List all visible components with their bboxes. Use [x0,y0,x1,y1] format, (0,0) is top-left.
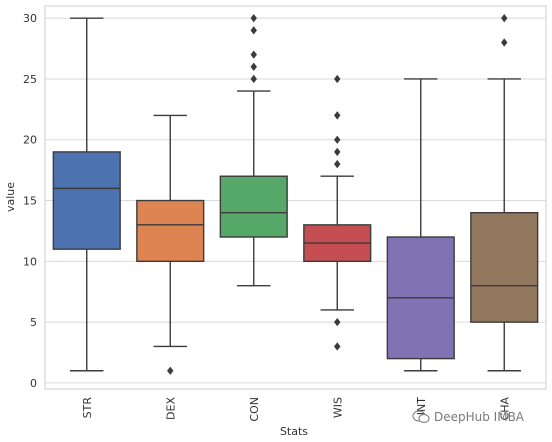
y-tick-label: 5 [30,316,37,329]
iqr-box [136,199,205,263]
iqr-box [470,211,539,323]
watermark-text: DeepHub IMBA [434,410,525,424]
outlier-point [334,342,341,351]
outlier-point [334,111,341,120]
y-tick-label: 30 [23,12,37,25]
x-tick-label-dex: DEX [164,397,177,420]
x-tick-label-str: STR [81,397,94,419]
box-series [52,13,539,375]
x-tick-label-con: CON [248,397,261,422]
outlier-point [250,74,257,84]
outlier-point [334,135,341,144]
watermark: DeepHub IMBA [412,410,524,424]
box-int [386,78,455,372]
y-tick-label: 10 [23,255,37,268]
iqr-box [52,151,121,250]
box-cha [470,13,539,372]
outlier-point [334,74,341,84]
box-str [52,17,121,372]
x-tick-label-wis: WIS [331,397,344,418]
grid-lines [45,17,546,384]
y-tick-labels: 0 5 10 15 20 25 30 [23,12,37,390]
box-dex [136,114,205,375]
box-con [219,13,288,287]
outlier-point [501,38,508,47]
outlier-point [250,13,257,23]
outlier-point [334,147,341,157]
y-axis-label: value [4,182,17,212]
y-tick-label: 0 [30,377,37,390]
outlier-point [250,26,257,35]
x-axis-label: Stats [280,425,308,438]
wechat-icon [412,410,430,424]
outlier-point [334,317,341,327]
plot-area [44,5,547,390]
y-tick-label: 20 [23,134,37,147]
outlier-point [250,62,257,71]
box-wis [303,74,372,351]
outlier-point [501,13,508,23]
x-tick-label-cha: CHA [498,397,511,421]
outlier-point [167,366,174,375]
outlier-point [250,50,257,59]
outlier-point [334,159,341,169]
y-tick-label: 15 [23,195,37,208]
iqr-box [219,175,288,238]
y-tick-label: 25 [23,73,37,86]
